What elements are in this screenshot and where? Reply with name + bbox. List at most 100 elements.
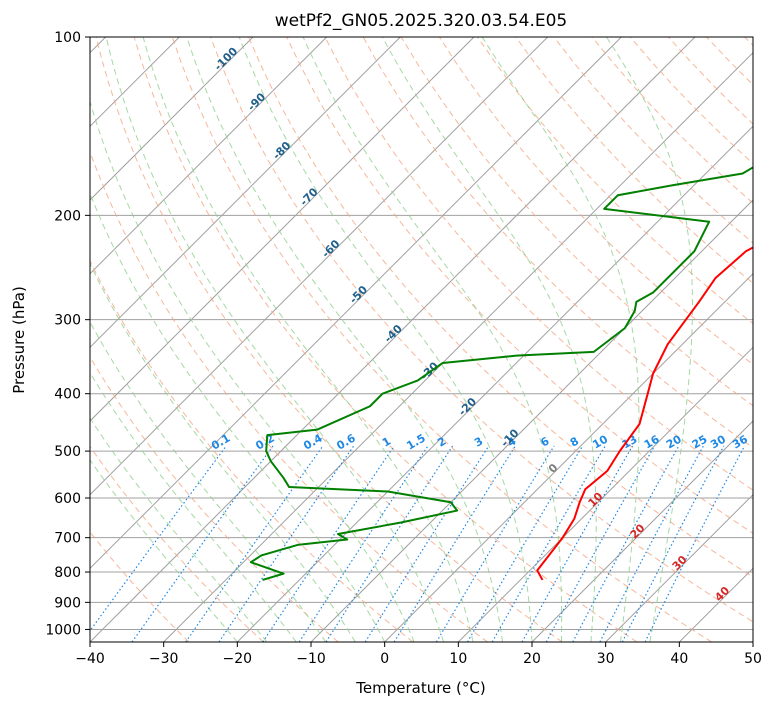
isotherm-line	[90, 37, 622, 570]
mixing-ratio-line	[298, 445, 429, 642]
dry-adiabat	[90, 445, 264, 642]
isotherm-label: 20	[628, 521, 648, 541]
isotherm-label: -90	[245, 90, 268, 113]
mixing-ratio-line	[393, 445, 516, 642]
plot-frame	[89, 36, 754, 643]
isotherm-line	[90, 37, 549, 496]
dewpoint-profile	[249, 166, 753, 581]
temperature-profile	[536, 246, 753, 581]
dry-adiabat	[90, 356, 339, 642]
mixing-ratio-label: 16	[642, 432, 662, 451]
mixing-ratio-line	[621, 445, 725, 642]
isotherm-line	[678, 567, 753, 642]
x-tick-label: 10	[449, 651, 467, 667]
mixing-ratio-label: 10	[590, 432, 610, 451]
mixing-ratio-line	[364, 445, 490, 642]
dry-adiabat	[515, 37, 753, 284]
isotherm-line	[90, 37, 254, 201]
dry-adiabat	[591, 37, 753, 204]
x-tick-label: 40	[670, 651, 688, 667]
dry-adiabat	[286, 37, 753, 534]
mixing-ratio-line	[599, 445, 704, 642]
mixing-ratio-label: 36	[730, 432, 750, 451]
mixing-ratio-line	[262, 445, 395, 642]
dry-adiabat	[133, 37, 638, 642]
isotherm-label: 10	[586, 490, 606, 510]
mixing-ratio-line	[466, 445, 584, 642]
y-tick-label: 200	[54, 208, 81, 224]
y-tick-label: 100	[54, 30, 81, 46]
isotherm-line	[457, 346, 753, 642]
mixing-ratio-line	[131, 445, 274, 642]
mixing-ratio-line	[435, 445, 555, 642]
y-tick-label: 800	[54, 565, 81, 581]
isotherm-line	[90, 37, 696, 642]
moist-adiabat	[186, 37, 504, 642]
moist-adiabat	[90, 417, 268, 642]
dry-adiabat	[248, 37, 753, 578]
moist-adiabat	[606, 37, 693, 642]
mixing-ratio-line	[572, 445, 680, 642]
dry-adiabat	[706, 37, 753, 86]
mixing-ratio-line	[545, 445, 656, 642]
isotherm-label: -50	[347, 283, 370, 306]
chart-title: wetPf2_GN05.2025.320.03.54.E05	[275, 11, 567, 31]
isotherm-line	[384, 272, 753, 642]
y-axis-label: Pressure (hPa)	[10, 286, 28, 394]
moist-adiabat	[481, 37, 640, 642]
isotherm-line	[236, 125, 753, 642]
moist-adiabat	[90, 320, 327, 642]
mixing-ratio-line	[644, 445, 746, 642]
moist-adiabat	[90, 371, 297, 642]
mixing-ratio-line	[185, 445, 324, 642]
dry-adiabat	[171, 37, 712, 642]
moist-adiabat	[90, 459, 238, 642]
isotherm-label: 40	[712, 584, 732, 604]
x-tick-label: 30	[597, 651, 615, 667]
y-tick-label: 1000	[45, 622, 81, 638]
mixing-ratio-label: 6	[538, 434, 551, 449]
mixing-ratio-line	[218, 445, 355, 642]
dry-adiabat	[744, 37, 753, 47]
moist-adiabat	[90, 192, 386, 642]
isotherm-line	[90, 37, 328, 275]
isotherm-line	[163, 51, 753, 642]
mixing-ratio-label: 13	[620, 433, 640, 452]
mixing-ratio-label: 3	[472, 435, 485, 450]
y-tick-label: 900	[54, 595, 81, 611]
y-tick-label: 300	[54, 313, 81, 329]
x-tick-label: 50	[744, 651, 762, 667]
isotherm-label: -10	[498, 426, 521, 449]
y-tick-label: 400	[54, 387, 81, 403]
isotherm-label: -40	[382, 322, 405, 345]
isotherm-label: -70	[297, 185, 320, 208]
moist-adiabat	[302, 37, 563, 642]
dry-adiabat	[553, 37, 753, 244]
mixing-ratio-line	[521, 445, 634, 642]
isotherm-line	[605, 493, 753, 642]
isotherm-line	[90, 37, 475, 422]
mixing-ratio-label: 0.1	[209, 432, 232, 453]
isotherm-label: -80	[270, 139, 293, 162]
dry-adiabat	[95, 37, 563, 642]
dry-adiabat	[90, 531, 190, 642]
x-axis-label: Temperature (°C)	[355, 679, 485, 697]
dry-adiabat	[210, 37, 753, 623]
isotherm-line	[752, 641, 753, 642]
moist-adiabat	[381, 37, 597, 642]
isotherm-label: -60	[319, 237, 342, 260]
y-tick-label: 700	[54, 531, 81, 547]
x-tick-label: −30	[149, 651, 179, 667]
mixing-ratio-label: 1.5	[404, 432, 427, 453]
x-tick-label: −10	[296, 651, 326, 667]
x-tick-label: 20	[523, 651, 541, 667]
moist-adiabat	[238, 37, 533, 642]
x-tick-label: −40	[75, 651, 105, 667]
x-tick-label: 0	[380, 651, 389, 667]
dry-adiabat	[324, 37, 753, 491]
x-tick-label: −20	[223, 651, 253, 667]
mixing-ratio-label: 25	[690, 433, 710, 452]
isotherm-line	[90, 37, 401, 349]
isotherm-label: -100	[212, 44, 241, 73]
